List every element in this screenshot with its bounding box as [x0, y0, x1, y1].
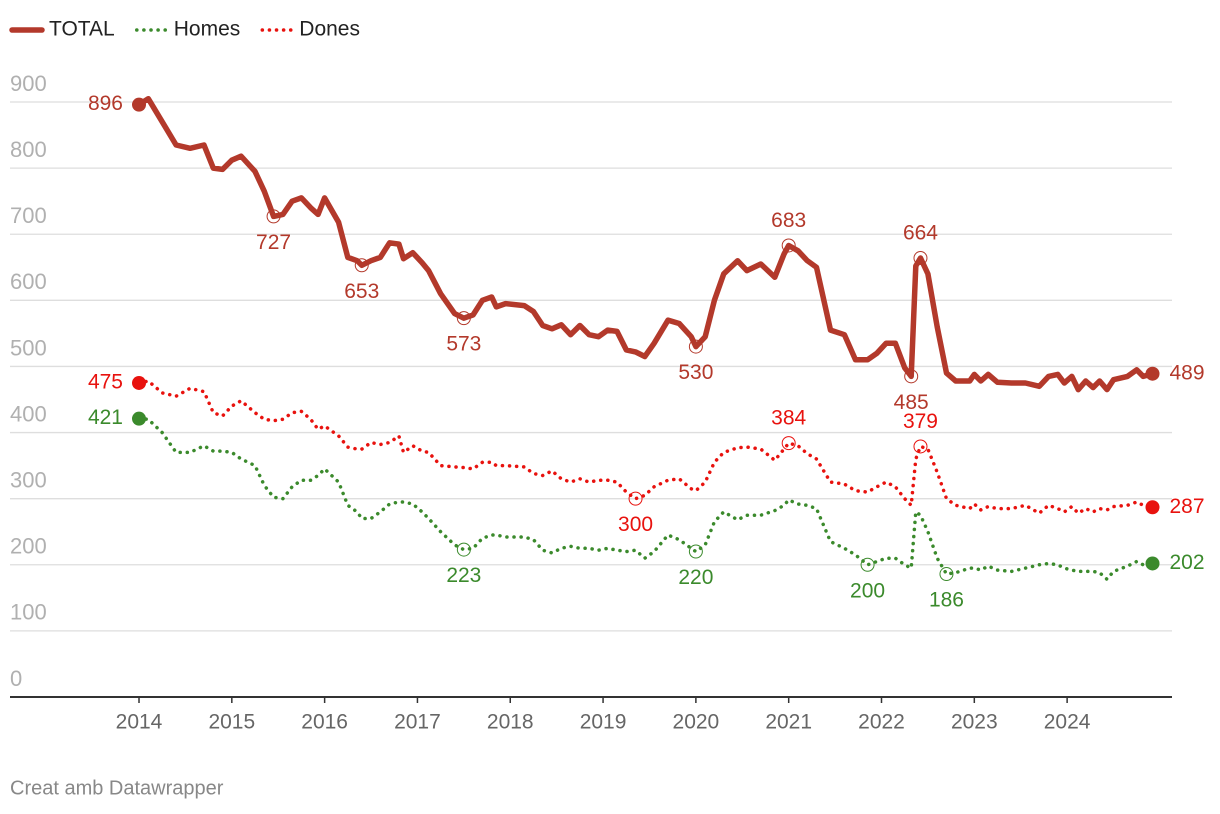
highlight-point	[688, 339, 703, 354]
data-label: 653	[344, 280, 379, 303]
highlight-point	[456, 542, 471, 557]
data-label: 475	[88, 371, 123, 394]
y-tick-label: 500	[10, 335, 47, 360]
highlight-point	[354, 258, 369, 273]
data-label: 300	[618, 513, 653, 536]
highlight-point	[628, 491, 643, 506]
end-point	[1145, 556, 1160, 571]
data-label: 896	[88, 92, 123, 115]
data-label: 683	[771, 209, 806, 232]
data-label: 186	[929, 589, 964, 612]
x-tick-label: 2016	[301, 711, 348, 734]
end-point	[132, 97, 147, 112]
x-tick-label: 2018	[487, 711, 534, 734]
data-label: 421	[88, 406, 123, 429]
data-label: 485	[894, 391, 929, 414]
highlight-point	[266, 209, 281, 224]
data-label: 573	[446, 333, 481, 356]
end-point	[132, 411, 147, 426]
y-tick-label: 200	[10, 534, 47, 559]
x-tick-label: 2019	[580, 711, 627, 734]
x-tick-label: 2014	[116, 711, 163, 734]
x-tick-label: 2022	[858, 711, 905, 734]
y-tick-label: 700	[10, 203, 47, 228]
series-line	[137, 416, 1155, 582]
y-tick-label: 900	[10, 71, 47, 96]
legend-label: Homes	[174, 18, 241, 41]
data-label: 664	[903, 222, 938, 245]
data-label: 530	[678, 361, 713, 384]
highlight-point	[904, 369, 919, 384]
y-tick-label: 100	[10, 600, 47, 625]
highlight-point	[781, 238, 796, 253]
highlight-point	[688, 544, 703, 559]
series-line	[136, 95, 1156, 393]
data-label: 489	[1170, 361, 1205, 384]
highlight-point	[456, 311, 471, 326]
data-label: 223	[446, 564, 481, 587]
data-label: 200	[850, 579, 885, 602]
x-tick-label: 2017	[394, 711, 441, 734]
legend-label: TOTAL	[49, 18, 115, 41]
y-tick-label: 400	[10, 401, 47, 426]
series-line	[137, 379, 1155, 515]
x-tick-label: 2015	[208, 711, 255, 734]
y-tick-label: 800	[10, 137, 47, 162]
y-tick-label: 600	[10, 269, 47, 294]
data-label: 384	[771, 407, 806, 430]
data-label: 287	[1170, 495, 1205, 518]
highlight-point	[781, 436, 796, 451]
data-label: 379	[903, 410, 938, 433]
source-note: Creat amb Datawrapper	[10, 777, 224, 799]
end-point	[132, 375, 147, 390]
y-tick-label: 0	[10, 666, 22, 691]
y-tick-label: 300	[10, 467, 47, 492]
legend-label: Dones	[299, 18, 360, 41]
highlight-point	[913, 439, 928, 454]
data-label: 727	[256, 231, 291, 254]
end-point	[1145, 500, 1160, 515]
x-tick-label: 2023	[951, 711, 998, 734]
end-point	[1145, 366, 1160, 381]
highlight-point	[939, 567, 954, 582]
data-label: 202	[1170, 551, 1205, 574]
x-tick-label: 2024	[1044, 711, 1091, 734]
highlight-point	[913, 251, 928, 266]
x-tick-label: 2020	[673, 711, 720, 734]
data-label: 220	[678, 566, 713, 589]
x-tick-label: 2021	[765, 711, 812, 734]
highlight-point	[860, 557, 875, 572]
